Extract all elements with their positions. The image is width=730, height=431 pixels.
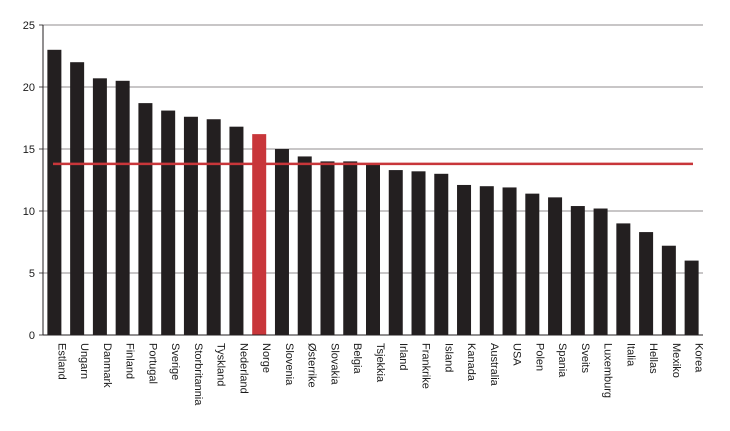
bar	[343, 161, 358, 335]
bar	[616, 223, 631, 335]
bar	[502, 187, 517, 335]
x-tick-label: Irland	[397, 343, 409, 371]
axes	[39, 24, 703, 336]
y-tick-label: 5	[29, 268, 35, 280]
bar	[525, 193, 540, 335]
x-tick-label: Spania	[556, 343, 568, 378]
y-tick-label: 20	[23, 82, 35, 94]
x-tick-label: Kanada	[465, 343, 477, 382]
x-tick-label: Mexiko	[670, 343, 682, 378]
y-tick-label: 10	[23, 206, 35, 218]
x-tick-label: Frankrike	[420, 343, 432, 389]
bar	[434, 173, 449, 335]
bar	[411, 171, 426, 335]
bar	[229, 126, 244, 336]
x-tick-label: Danmark	[101, 343, 113, 388]
bar	[70, 62, 85, 335]
x-tick-label: Polen	[533, 343, 545, 371]
bar	[661, 245, 676, 335]
x-tick-label: Portugal	[146, 343, 158, 384]
bar-highlight	[252, 134, 267, 335]
x-tick-label: Belgia	[351, 343, 363, 374]
bar	[115, 80, 130, 335]
bar	[183, 116, 198, 335]
x-tick-label: Sveits	[579, 343, 591, 373]
x-tick-label: Storbritannia	[192, 343, 204, 406]
x-tick-label: Italia	[624, 343, 636, 367]
y-tick-label: 25	[23, 20, 35, 32]
gridlines	[43, 24, 703, 274]
bar	[47, 49, 62, 336]
x-tick-label: Tsjekkia	[374, 343, 386, 383]
x-category-labels: Estland Ungarn Danmark Finland Portugal Sveri…	[55, 343, 704, 406]
x-tick-label: Østerrike	[306, 343, 318, 388]
bar	[684, 260, 699, 335]
bar	[548, 197, 563, 335]
x-tick-label: Tyskland	[215, 343, 227, 386]
bar	[639, 232, 654, 335]
bar	[457, 184, 472, 335]
bar	[92, 78, 107, 335]
bar	[593, 208, 608, 335]
bar	[388, 170, 403, 335]
x-tick-label: Luxemburg	[602, 343, 614, 398]
x-tick-label: Estland	[55, 343, 67, 380]
bar	[570, 206, 585, 335]
x-tick-label: Sverige	[169, 343, 181, 380]
bar	[479, 186, 494, 335]
bar	[366, 163, 380, 335]
x-tick-label: Finland	[124, 343, 136, 379]
x-tick-label: Hellas	[647, 343, 659, 374]
y-tick-label: 0	[29, 330, 35, 342]
bar	[274, 149, 289, 335]
x-tick-label: Australia	[488, 343, 500, 387]
x-tick-label: USA	[511, 343, 523, 366]
x-tick-label: Slovakia	[328, 343, 340, 385]
bar	[161, 110, 176, 335]
bar	[320, 161, 335, 335]
bars	[47, 49, 699, 336]
x-tick-label: Ungarn	[78, 343, 90, 379]
x-tick-label: Slovenia	[283, 343, 295, 386]
x-tick-label: Korea	[693, 343, 705, 373]
bar	[206, 119, 221, 336]
x-tick-label: Nederland	[237, 343, 249, 394]
bar	[138, 103, 153, 336]
bar	[297, 156, 312, 335]
y-tick-label: 15	[23, 144, 35, 156]
x-tick-label: Norge	[260, 343, 272, 373]
y-tick-labels: 0 5 10 15 20 25	[23, 20, 35, 342]
x-tick-label: Island	[442, 343, 454, 372]
